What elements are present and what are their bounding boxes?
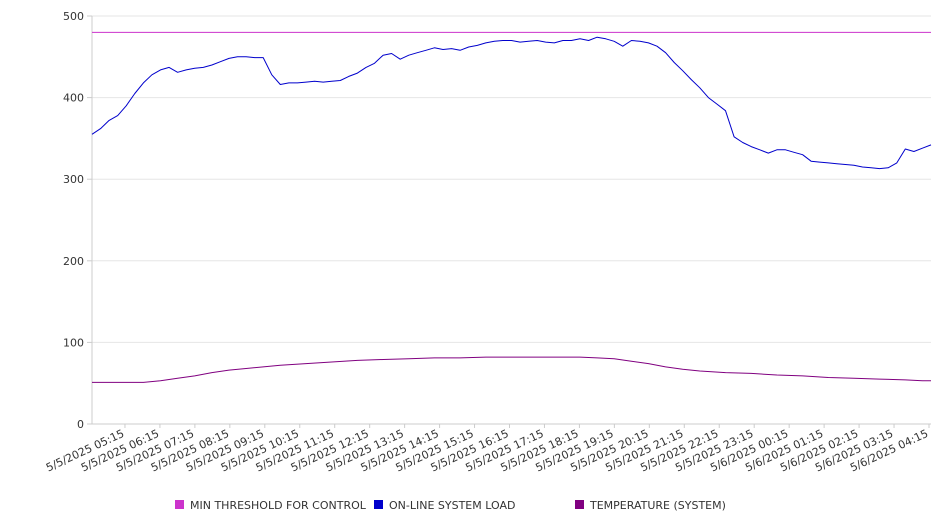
series-lines (91, 31, 932, 383)
y-tick-label: 500 (63, 10, 84, 23)
y-tick-label: 400 (63, 92, 84, 105)
y-tick-label: 200 (63, 255, 84, 268)
legend-swatch (175, 500, 184, 509)
legend-swatch (374, 500, 383, 509)
y-tick-label: 100 (63, 336, 84, 349)
y-tick-label: 300 (63, 173, 84, 186)
grid-lines (92, 15, 931, 343)
x-tick-labels: 5/5/2025 05:155/5/2025 06:155/5/2025 07:… (44, 424, 930, 474)
series-line-system-load (91, 36, 932, 170)
y-tick-labels: 0 100 200 300 400 500 (63, 10, 92, 431)
legend-label: MIN THRESHOLD FOR CONTROL (190, 499, 367, 512)
legend-label: ON-LINE SYSTEM LOAD (389, 499, 515, 512)
legend-label: TEMPERATURE (SYSTEM) (589, 499, 726, 512)
legend-swatch (575, 500, 584, 509)
y-tick-label: 0 (77, 418, 84, 431)
legend: MIN THRESHOLD FOR CONTROL ON-LINE SYSTEM … (175, 499, 726, 512)
series-line-temperature (92, 356, 931, 383)
axes (91, 16, 931, 425)
